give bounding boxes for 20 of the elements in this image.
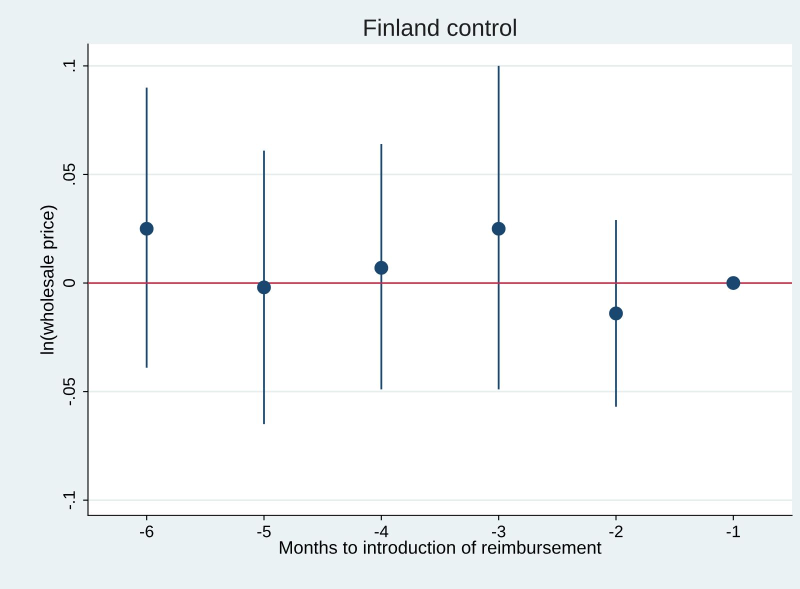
- y-tick-label: .1: [63, 60, 75, 72]
- x-tick-label: -6: [140, 526, 154, 538]
- y-axis-title: ln(wholesale price): [40, 206, 58, 354]
- point: [609, 306, 623, 320]
- x-tick-label: -4: [374, 526, 388, 538]
- y-tick-label: -.1: [63, 491, 75, 510]
- x-axis-title: Months to introduction of reimbursement: [280, 540, 602, 554]
- point: [726, 276, 740, 290]
- point: [374, 260, 388, 275]
- x-tick-label: -5: [257, 526, 271, 538]
- y-tick-label: .05: [63, 164, 75, 185]
- x-tick-label: -3: [492, 526, 506, 538]
- point: [140, 222, 154, 236]
- y-tick-label: -.05: [63, 378, 75, 406]
- x-tick-label: -1: [726, 526, 740, 538]
- point: [257, 280, 271, 294]
- x-tick-label: -2: [609, 526, 623, 538]
- y-tick-label: 0: [63, 279, 75, 288]
- point: [492, 222, 506, 236]
- chart-title: Finland control: [364, 18, 516, 36]
